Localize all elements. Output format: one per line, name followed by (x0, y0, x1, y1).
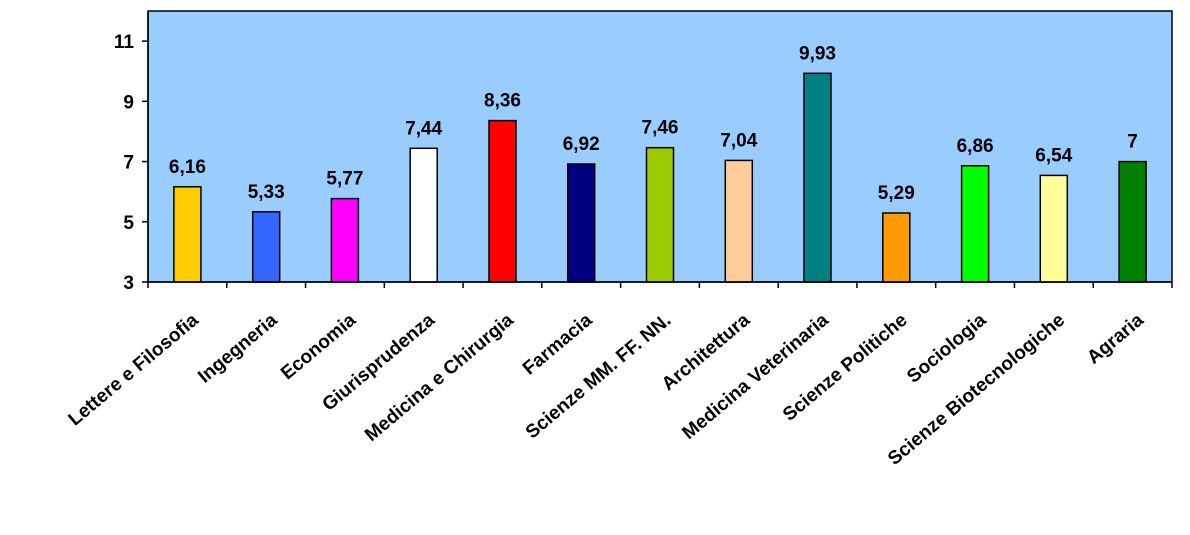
bar-9 (882, 212, 911, 283)
data-label-7: 7,04 (720, 130, 757, 151)
y-tick-label-4: 11 (114, 32, 135, 53)
category-label-8: Medicina Veterinaria (678, 309, 833, 443)
bar-6 (645, 146, 675, 283)
bar-1 (251, 211, 281, 283)
bar-0 (173, 186, 202, 283)
category-label-0: Lettere e Filosofia (65, 309, 203, 430)
y-tick-label-3: 9 (123, 92, 134, 113)
bar-5 (566, 163, 596, 283)
category-label-5: Farmacia (519, 309, 597, 379)
data-label-8: 9,93 (799, 43, 836, 64)
bar-10 (960, 165, 990, 283)
bars-group (173, 72, 1147, 283)
data-label-4: 8,36 (484, 91, 521, 112)
data-label-10: 6,86 (957, 136, 994, 157)
y-tick-label-1: 5 (123, 213, 134, 234)
axes-group (142, 11, 1173, 288)
y-tick-label-0: 3 (123, 273, 134, 294)
category-label-1: Ingegneria (194, 309, 281, 387)
bar-4 (488, 119, 517, 283)
bar-8 (803, 72, 832, 283)
bar-11 (1039, 174, 1069, 283)
data-label-12: 7 (1127, 132, 1138, 153)
y-tick-label-2: 7 (123, 153, 134, 174)
data-label-11: 6,54 (1035, 145, 1072, 166)
bar-3 (409, 147, 438, 283)
bar-7 (724, 159, 754, 283)
category-label-4: Medicina e Chirurgia (361, 309, 518, 445)
category-label-6: Scienze MM. FF. NN. (522, 310, 675, 443)
data-label-9: 5,29 (878, 183, 915, 204)
bar-12 (1118, 160, 1147, 283)
bar-2 (330, 197, 360, 283)
data-label-6: 7,46 (642, 118, 679, 139)
category-label-2: Economia (277, 309, 360, 384)
data-label-3: 7,44 (405, 118, 442, 139)
data-label-5: 6,92 (563, 134, 600, 155)
data-label-1: 5,33 (248, 182, 285, 203)
category-label-12: Agraria (1083, 309, 1148, 368)
data-label-2: 5,77 (326, 169, 363, 190)
data-label-0: 6,16 (169, 157, 206, 178)
